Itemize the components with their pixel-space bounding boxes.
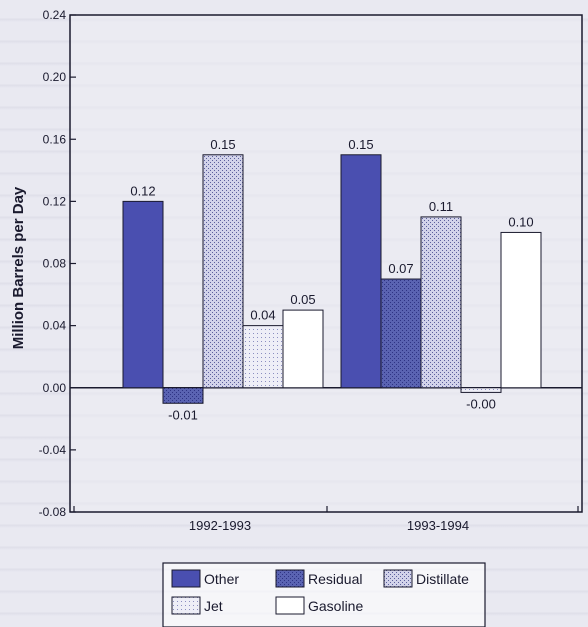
legend-label: Other	[204, 571, 239, 587]
data-label: 0.10	[508, 214, 533, 229]
bar-jet-1993-1994	[460, 387, 502, 393]
y-axis: 0.24 0.20 0.16 0.12 0.08 0.04 0.00 -0.04 -0.08	[39, 8, 582, 519]
value-labels: 0.12 -0.01 0.15 0.04 0.05 0.15 0.07 0.11 -0.00 0.…	[130, 137, 533, 423]
bar-distillate-1992-1993	[202, 154, 244, 389]
data-label: -0.00	[466, 396, 496, 411]
y-tick-label: 0.00	[43, 381, 67, 395]
bar-residual-1993-1994	[380, 278, 422, 389]
y-tick-label: -0.08	[39, 505, 67, 519]
legend-swatch-other	[171, 569, 201, 588]
bar-other-1992-1993	[122, 200, 164, 389]
legend: Other Residual Distillate Jet Gasoline	[162, 562, 486, 627]
legend-swatch-gasoline	[275, 596, 305, 615]
x-category-label: 1992-1993	[189, 518, 251, 533]
x-category-label: 1993-1994	[407, 518, 469, 533]
y-tick-label: 0.04	[43, 319, 67, 333]
data-label: 0.15	[210, 137, 235, 152]
legend-label: Residual	[308, 571, 362, 587]
y-tick-label: 0.24	[43, 8, 67, 22]
legend-label: Gasoline	[308, 598, 363, 614]
bar-other-1993-1994	[340, 154, 382, 389]
legend-box	[162, 562, 486, 627]
legend-swatch-distillate	[383, 569, 413, 588]
data-label: 0.05	[290, 292, 315, 307]
bar-gasoline-1993-1994	[500, 231, 542, 389]
data-label: 0.07	[388, 261, 413, 276]
legend-swatch-jet	[171, 596, 201, 615]
data-label: -0.01	[168, 407, 198, 422]
x-axis: 1992-1993 1993-1994	[73, 506, 579, 533]
y-tick-label: 0.08	[43, 257, 67, 271]
data-label: 0.12	[130, 183, 155, 198]
data-label: 0.15	[348, 137, 373, 152]
bar-gasoline-1992-1993	[282, 309, 324, 389]
bar-jet-1992-1993	[242, 325, 284, 389]
y-tick-label: -0.04	[39, 443, 67, 457]
y-tick-label: 0.12	[43, 194, 67, 208]
bar-residual-1992-1993	[162, 387, 204, 404]
data-label: 0.11	[429, 199, 453, 214]
bar-distillate-1993-1994	[420, 216, 462, 389]
bars	[122, 154, 542, 404]
y-axis-title: Million Barrels per Day	[10, 186, 27, 349]
legend-label: Distillate	[416, 571, 469, 587]
legend-label: Jet	[204, 598, 223, 614]
data-label: 0.04	[250, 308, 275, 323]
legend-swatch-residual	[275, 569, 305, 588]
y-tick-label: 0.20	[43, 70, 67, 84]
y-tick-label: 0.16	[43, 132, 67, 146]
